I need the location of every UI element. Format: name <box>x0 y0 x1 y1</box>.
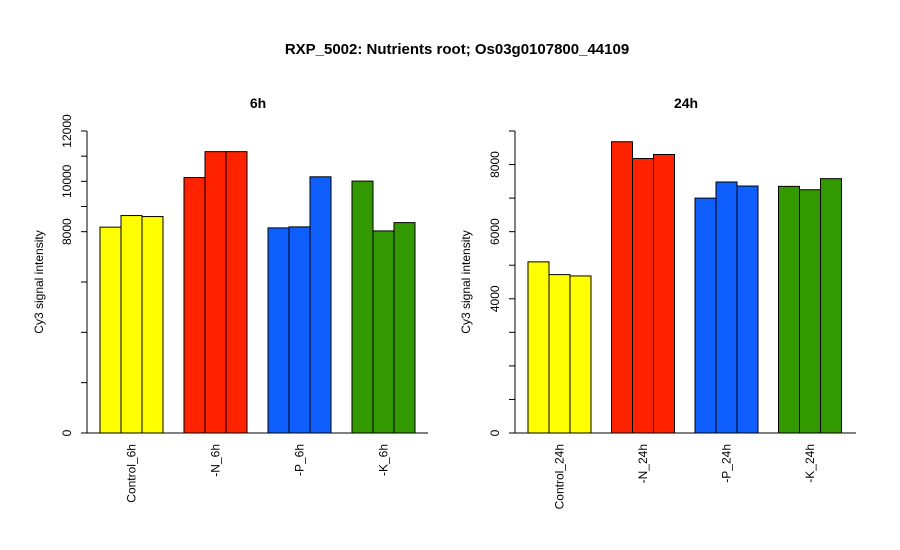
y-tick-label-6h-8000: 8000 <box>60 218 74 245</box>
x-tick-label-p-6h: -P_6h <box>293 444 307 476</box>
bars-6h <box>99 151 416 434</box>
x-tick-label-k-24h: -K_24h <box>803 444 817 483</box>
bar-p-6h-2 <box>288 226 311 434</box>
x-tick-label-n-6h: -N_6h <box>209 444 223 477</box>
x-tick-label-k-6h: -K_6h <box>377 444 391 476</box>
bar-k-24h-2 <box>799 189 821 434</box>
bar-k-6h-3 <box>393 222 416 434</box>
bar-control-6h-1 <box>99 226 122 434</box>
bar-control-6h-2 <box>120 215 143 434</box>
bar-k-24h-1 <box>778 185 800 434</box>
bar-control-24h-3 <box>569 275 592 434</box>
bar-p-24h-1 <box>694 197 717 434</box>
bar-n-24h-1 <box>611 141 633 434</box>
bar-p-24h-3 <box>736 185 759 434</box>
bar-n-6h-3 <box>225 151 248 434</box>
x-labels-24h: Control_24h -N_24h -P_24h -K_24h <box>553 444 818 509</box>
y-tick-label-6h-12000: 12000 <box>60 114 74 148</box>
y-axis-24h: 0 4000 6000 8000 <box>488 130 516 436</box>
y-axis-6h: 0 8000 10000 12000 <box>60 114 88 436</box>
y-tick-label-24h-6000: 6000 <box>488 218 502 245</box>
panel-title-24h: 24h <box>674 95 698 111</box>
bar-n-6h-2 <box>204 151 227 434</box>
y-tick-label-24h-0: 0 <box>488 429 502 436</box>
y-tick-label-24h-8000: 8000 <box>488 151 502 178</box>
y-axis-label-6h: Cy3 signal intensity <box>32 230 46 333</box>
x-tick-label-n-24h: -N_24h <box>636 444 650 483</box>
x-tick-label-control-24h: Control_24h <box>553 444 567 509</box>
bar-n-24h-3 <box>653 153 675 434</box>
panel-24h: 24h Cy3 signal intensity 0 4000 6000 8000 C… <box>459 95 856 509</box>
bar-p-6h-3 <box>309 176 332 434</box>
x-tick-label-p-24h: -P_24h <box>720 444 734 483</box>
x-tick-label-control-6h: Control_6h <box>125 444 139 503</box>
panel-title-6h: 6h <box>250 95 266 111</box>
bars-24h <box>527 141 842 434</box>
y-tick-label-6h-0: 0 <box>60 429 74 436</box>
bar-n-6h-1 <box>183 177 206 434</box>
y-tick-label-24h-4000: 4000 <box>488 285 502 312</box>
bar-k-6h-2 <box>372 230 395 434</box>
x-labels-6h: Control_6h -N_6h -P_6h -K_6h <box>125 444 391 503</box>
bar-control-6h-3 <box>141 216 164 434</box>
bar-p-24h-2 <box>715 181 738 434</box>
bar-k-6h-1 <box>351 180 374 434</box>
chart-title: RXP_5002: Nutrients root; Os03g0107800_4… <box>285 41 629 58</box>
y-axis-label-24h: Cy3 signal intensity <box>459 230 473 333</box>
bar-p-6h-1 <box>267 227 290 434</box>
y-tick-label-6h-10000: 10000 <box>60 164 74 198</box>
panel-6h: 6h Cy3 signal intensity 080001000012000 … <box>32 95 428 503</box>
bar-control-24h-1 <box>527 261 550 434</box>
bar-k-24h-3 <box>820 178 842 434</box>
bar-n-24h-2 <box>632 158 654 434</box>
bar-control-24h-2 <box>548 274 571 434</box>
